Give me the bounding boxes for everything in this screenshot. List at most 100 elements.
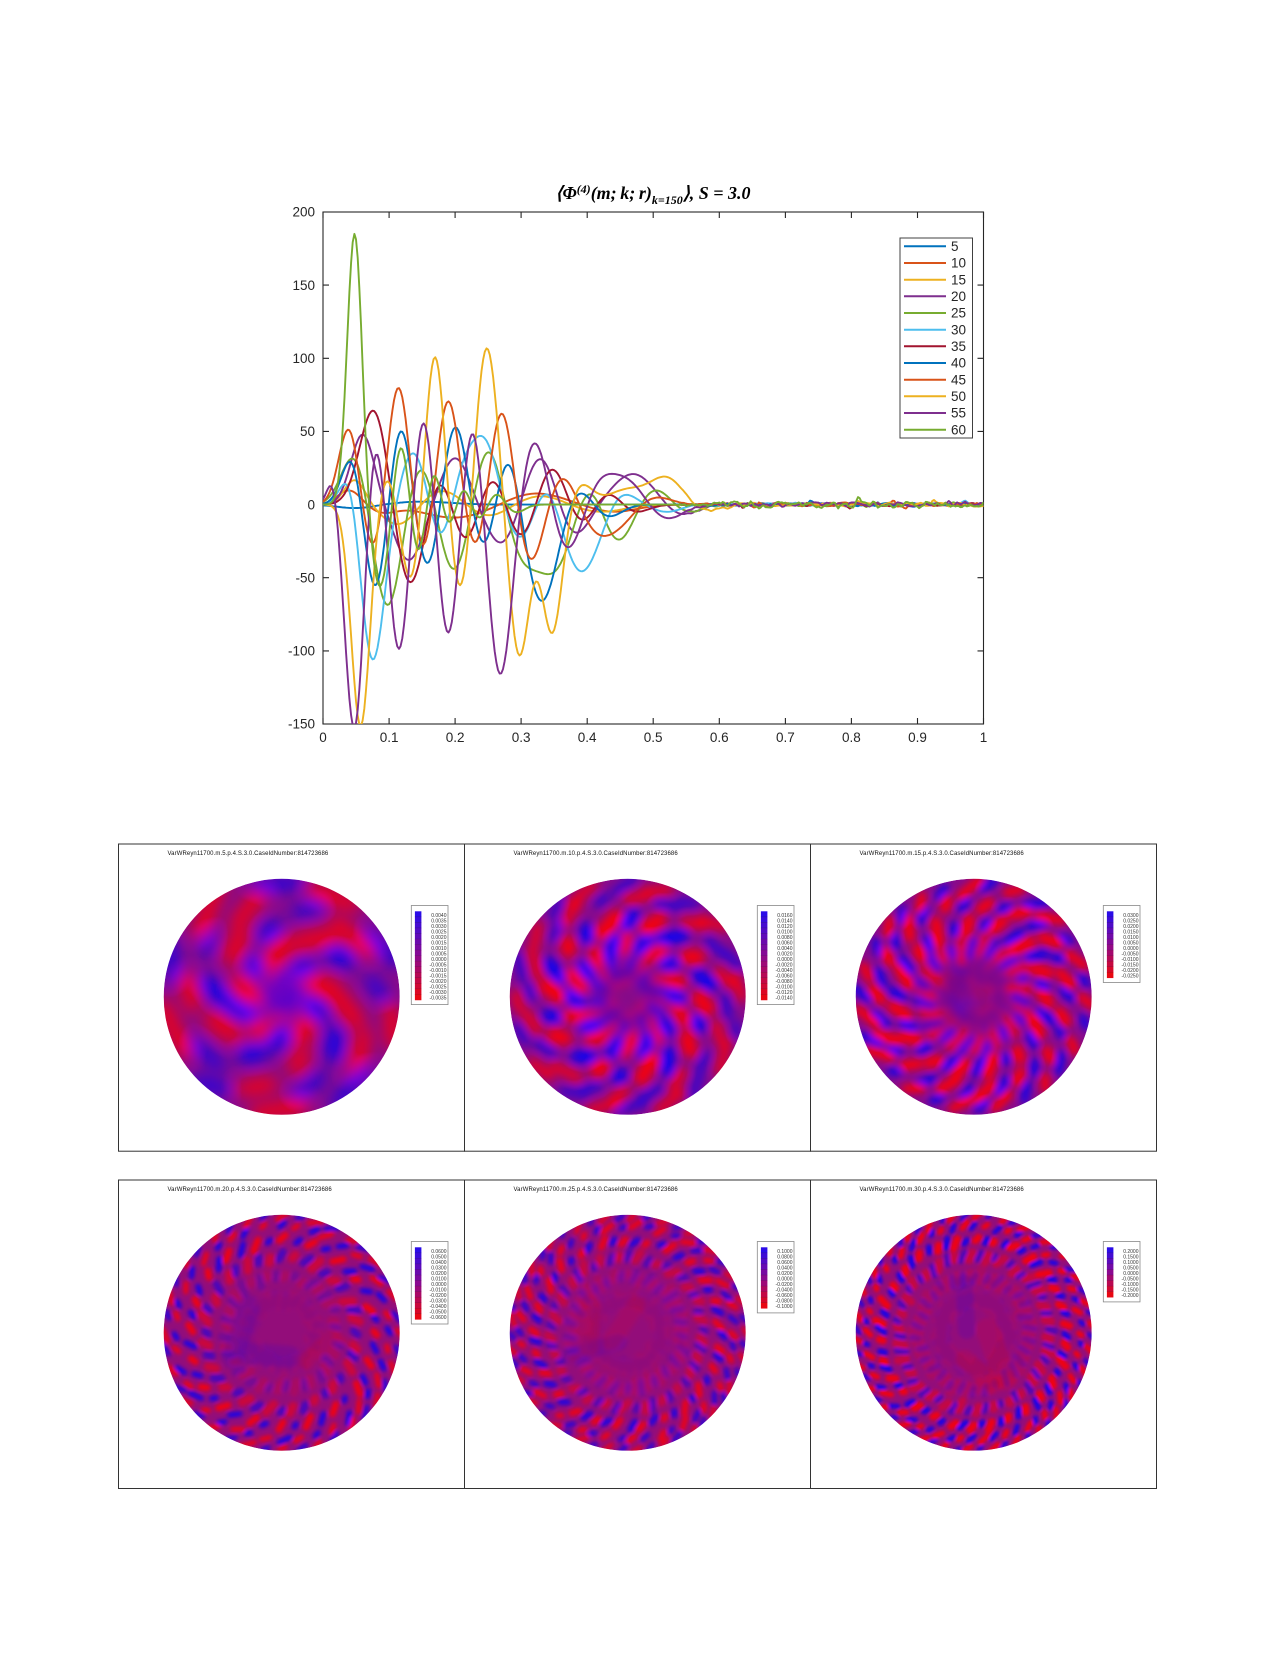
svg-text:0.0100: 0.0100 xyxy=(431,1277,447,1283)
svg-text:0.3: 0.3 xyxy=(512,730,531,745)
svg-text:0.0005: 0.0005 xyxy=(431,952,447,958)
svg-text:5: 5 xyxy=(951,239,959,254)
svg-text:0.0200: 0.0200 xyxy=(1123,924,1139,930)
svg-text:0.0000: 0.0000 xyxy=(1123,1271,1139,1277)
svg-text:-0.0120: -0.0120 xyxy=(776,990,793,996)
svg-text:30: 30 xyxy=(951,322,966,337)
svg-text:-0.0025: -0.0025 xyxy=(430,985,447,991)
svg-text:-0.0030: -0.0030 xyxy=(430,990,447,996)
svg-text:-0.0035: -0.0035 xyxy=(430,996,447,1002)
svg-text:15: 15 xyxy=(951,272,966,287)
svg-text:0.1000: 0.1000 xyxy=(777,1249,793,1255)
svg-text:VarWReyn11700.m.20.p.4.S.3.0.C: VarWReyn11700.m.20.p.4.S.3.0.CaseIdNumbe… xyxy=(168,1187,333,1193)
svg-text:20: 20 xyxy=(951,289,966,304)
svg-text:0.0120: 0.0120 xyxy=(777,924,793,930)
svg-text:0.7: 0.7 xyxy=(776,730,795,745)
svg-text:0.0150: 0.0150 xyxy=(1123,930,1139,936)
svg-text:-0.0200: -0.0200 xyxy=(430,1293,447,1299)
svg-text:0.0600: 0.0600 xyxy=(777,1260,793,1266)
svg-text:0.0600: 0.0600 xyxy=(431,1249,447,1255)
svg-text:50: 50 xyxy=(951,389,966,404)
svg-text:0.0500: 0.0500 xyxy=(1123,1266,1139,1272)
svg-text:0.0100: 0.0100 xyxy=(1123,935,1139,941)
svg-text:0.0080: 0.0080 xyxy=(777,935,793,941)
svg-text:-0.0100: -0.0100 xyxy=(1122,957,1139,963)
svg-text:VarWReyn11700.m.10.p.4.S.3.0.C: VarWReyn11700.m.10.p.4.S.3.0.CaseIdNumbe… xyxy=(514,851,679,857)
svg-text:0.0035: 0.0035 xyxy=(431,919,447,925)
svg-text:0: 0 xyxy=(307,497,315,512)
svg-text:0.9: 0.9 xyxy=(908,730,927,745)
svg-text:0.2: 0.2 xyxy=(446,730,465,745)
svg-text:0.0800: 0.0800 xyxy=(777,1255,793,1261)
svg-text:0.0015: 0.0015 xyxy=(431,941,447,947)
svg-text:0.1500: 0.1500 xyxy=(1123,1255,1139,1261)
svg-text:0.0000: 0.0000 xyxy=(431,1282,447,1288)
svg-text:0.0020: 0.0020 xyxy=(431,935,447,941)
svg-text:-0.0500: -0.0500 xyxy=(1122,1277,1139,1283)
svg-text:-0.0020: -0.0020 xyxy=(430,979,447,985)
svg-text:-0.0060: -0.0060 xyxy=(776,974,793,980)
svg-text:0: 0 xyxy=(319,730,327,745)
svg-text:0.0400: 0.0400 xyxy=(431,1260,447,1266)
svg-text:0.0300: 0.0300 xyxy=(431,1266,447,1272)
svg-text:0.0100: 0.0100 xyxy=(777,930,793,936)
svg-text:-100: -100 xyxy=(288,644,315,659)
svg-text:0.0030: 0.0030 xyxy=(431,924,447,930)
svg-text:0.0050: 0.0050 xyxy=(1123,941,1139,947)
svg-text:150: 150 xyxy=(292,278,315,293)
svg-text:60: 60 xyxy=(951,422,966,437)
svg-text:0.8: 0.8 xyxy=(842,730,861,745)
svg-text:-0.1000: -0.1000 xyxy=(1122,1282,1139,1288)
svg-text:0.1: 0.1 xyxy=(380,730,399,745)
svg-text:50: 50 xyxy=(300,424,315,439)
svg-text:0.0200: 0.0200 xyxy=(431,1271,447,1277)
svg-text:0.0000: 0.0000 xyxy=(777,957,793,963)
svg-text:-150: -150 xyxy=(288,717,315,732)
svg-text:-0.0400: -0.0400 xyxy=(430,1304,447,1310)
svg-text:0.0000: 0.0000 xyxy=(431,957,447,963)
svg-text:0.1000: 0.1000 xyxy=(1123,1260,1139,1266)
svg-text:-0.2000: -0.2000 xyxy=(1122,1293,1139,1299)
svg-text:0.0000: 0.0000 xyxy=(1123,946,1139,952)
svg-text:-0.0005: -0.0005 xyxy=(430,963,447,969)
svg-text:-0.0600: -0.0600 xyxy=(430,1315,447,1321)
svg-text:-0.0800: -0.0800 xyxy=(776,1299,793,1305)
svg-text:0.0250: 0.0250 xyxy=(1123,919,1139,925)
svg-text:-0.0200: -0.0200 xyxy=(776,1282,793,1288)
svg-text:0.0140: 0.0140 xyxy=(777,919,793,925)
svg-text:0.0060: 0.0060 xyxy=(777,941,793,947)
svg-text:200: 200 xyxy=(292,205,315,220)
svg-text:45: 45 xyxy=(951,372,966,387)
svg-text:VarWReyn11700.m.5.p.4.S.3.0.Ca: VarWReyn11700.m.5.p.4.S.3.0.CaseIdNumber… xyxy=(168,851,329,857)
svg-text:55: 55 xyxy=(951,406,966,421)
svg-text:-0.0100: -0.0100 xyxy=(430,1288,447,1294)
svg-text:25: 25 xyxy=(951,306,966,321)
svg-text:0.4: 0.4 xyxy=(578,730,597,745)
svg-text:-0.0200: -0.0200 xyxy=(1122,968,1139,974)
svg-text:0.0010: 0.0010 xyxy=(431,946,447,952)
svg-text:0.0025: 0.0025 xyxy=(431,930,447,936)
svg-text:-0.1000: -0.1000 xyxy=(776,1304,793,1310)
svg-text:40: 40 xyxy=(951,356,966,371)
svg-text:-0.0080: -0.0080 xyxy=(776,979,793,985)
svg-text:-0.1500: -0.1500 xyxy=(1122,1288,1139,1294)
svg-text:VarWReyn11700.m.25.p.4.S.3.0.C: VarWReyn11700.m.25.p.4.S.3.0.CaseIdNumbe… xyxy=(514,1187,679,1193)
svg-text:-50: -50 xyxy=(295,570,315,585)
svg-text:-0.0600: -0.0600 xyxy=(776,1293,793,1299)
svg-text:-0.0140: -0.0140 xyxy=(776,996,793,1002)
svg-text:0.0500: 0.0500 xyxy=(431,1255,447,1261)
svg-text:0.2000: 0.2000 xyxy=(1123,1249,1139,1255)
svg-text:-0.0015: -0.0015 xyxy=(430,974,447,980)
svg-text:-0.0050: -0.0050 xyxy=(1122,952,1139,958)
svg-text:VarWReyn11700.m.15.p.4.S.3.0.C: VarWReyn11700.m.15.p.4.S.3.0.CaseIdNumbe… xyxy=(860,851,1025,857)
svg-text:-0.0020: -0.0020 xyxy=(776,963,793,969)
svg-text:-0.0400: -0.0400 xyxy=(776,1288,793,1294)
svg-text:35: 35 xyxy=(951,339,966,354)
svg-text:0.6: 0.6 xyxy=(710,730,729,745)
svg-text:-0.0300: -0.0300 xyxy=(430,1299,447,1305)
svg-text:0.5: 0.5 xyxy=(644,730,663,745)
svg-text:0.0040: 0.0040 xyxy=(777,946,793,952)
svg-text:-0.0100: -0.0100 xyxy=(776,985,793,991)
svg-text:0.0160: 0.0160 xyxy=(777,913,793,919)
svg-text:-0.0040: -0.0040 xyxy=(776,968,793,974)
